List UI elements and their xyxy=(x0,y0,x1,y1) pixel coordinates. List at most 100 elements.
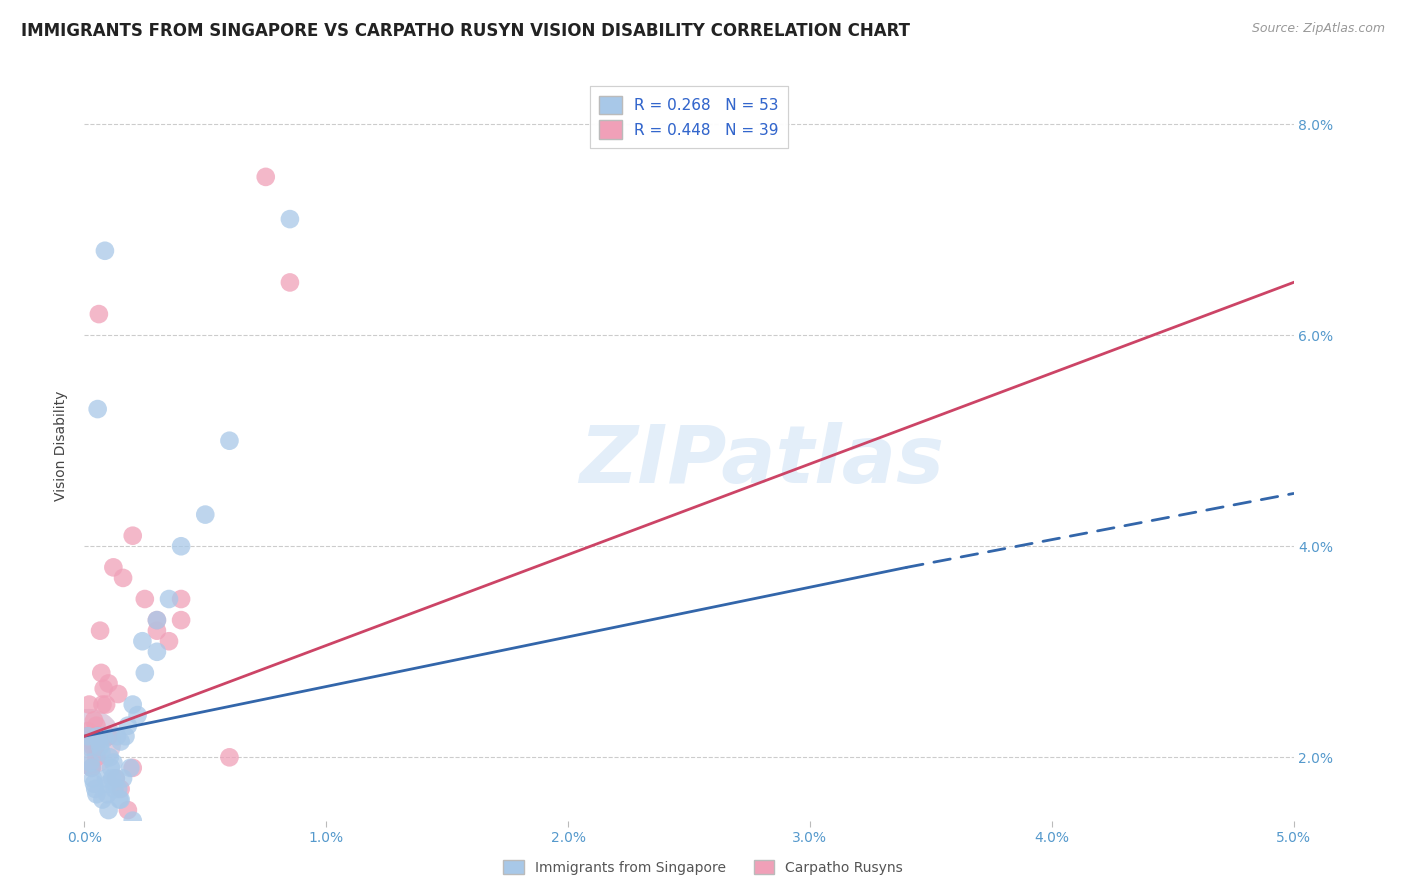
Point xyxy=(170,592,193,607)
Point xyxy=(86,729,108,743)
Point xyxy=(89,624,111,638)
Point xyxy=(97,729,120,743)
Point xyxy=(120,761,142,775)
Point xyxy=(218,434,240,448)
Point xyxy=(86,787,108,801)
Point xyxy=(82,739,104,754)
Point xyxy=(79,756,101,770)
Point xyxy=(77,729,100,743)
Point xyxy=(170,613,193,627)
Point xyxy=(90,665,112,680)
Point xyxy=(93,729,115,743)
Point xyxy=(117,719,139,733)
Point xyxy=(91,698,114,712)
Point xyxy=(76,729,98,743)
Point xyxy=(107,782,129,797)
Point xyxy=(278,276,301,290)
Point xyxy=(77,739,100,754)
Text: ZIPatlas: ZIPatlas xyxy=(579,422,943,500)
Point xyxy=(146,824,169,838)
Point xyxy=(87,307,110,321)
Point xyxy=(291,824,314,838)
Point xyxy=(134,592,156,607)
Text: Source: ZipAtlas.com: Source: ZipAtlas.com xyxy=(1251,22,1385,36)
Point xyxy=(97,676,120,690)
Point xyxy=(77,734,100,748)
Point xyxy=(157,634,180,648)
Point xyxy=(108,792,131,806)
Point xyxy=(82,772,104,786)
Point xyxy=(83,777,105,791)
Text: IMMIGRANTS FROM SINGAPORE VS CARPATHO RUSYN VISION DISABILITY CORRELATION CHART: IMMIGRANTS FROM SINGAPORE VS CARPATHO RU… xyxy=(21,22,910,40)
Point xyxy=(157,592,180,607)
Point xyxy=(84,739,107,754)
Point xyxy=(86,402,108,417)
Y-axis label: Vision Disability: Vision Disability xyxy=(55,391,69,501)
Point xyxy=(117,803,139,817)
Point xyxy=(77,734,100,748)
Point xyxy=(104,782,127,797)
Legend: Immigrants from Singapore, Carpatho Rusyns: Immigrants from Singapore, Carpatho Rusy… xyxy=(498,855,908,880)
Point xyxy=(131,634,153,648)
Point xyxy=(121,814,143,828)
Point xyxy=(77,729,100,743)
Point xyxy=(94,731,117,746)
Point xyxy=(77,723,100,738)
Point xyxy=(218,750,240,764)
Point xyxy=(110,782,132,797)
Point xyxy=(110,734,132,748)
Point xyxy=(170,824,193,838)
Point xyxy=(105,729,128,743)
Point xyxy=(77,698,100,712)
Point xyxy=(127,708,149,723)
Point xyxy=(110,792,132,806)
Point xyxy=(84,782,107,797)
Point xyxy=(121,529,143,543)
Point xyxy=(121,761,143,775)
Point xyxy=(86,719,108,733)
Point xyxy=(87,824,110,838)
Point xyxy=(104,772,127,786)
Point xyxy=(97,803,120,817)
Point xyxy=(94,698,117,712)
Point xyxy=(278,212,301,227)
Point xyxy=(146,613,169,627)
Point xyxy=(94,244,117,258)
Point xyxy=(97,777,120,791)
Point xyxy=(91,792,114,806)
Point xyxy=(104,772,127,786)
Point xyxy=(112,772,135,786)
Point xyxy=(103,756,125,770)
Point xyxy=(93,681,115,696)
Point xyxy=(87,729,110,743)
Point xyxy=(101,772,124,786)
Point xyxy=(79,729,101,743)
Point xyxy=(90,745,112,759)
Legend: R = 0.268   N = 53, R = 0.448   N = 39: R = 0.268 N = 53, R = 0.448 N = 39 xyxy=(591,87,787,148)
Point xyxy=(80,734,103,748)
Point xyxy=(96,787,118,801)
Point xyxy=(134,665,156,680)
Point xyxy=(170,539,193,553)
Point xyxy=(121,698,143,712)
Point xyxy=(87,734,110,748)
Point xyxy=(86,729,108,743)
Point xyxy=(100,761,122,775)
Point xyxy=(146,624,169,638)
Point xyxy=(103,560,125,574)
Point xyxy=(194,508,217,522)
Point xyxy=(146,613,169,627)
Point xyxy=(86,750,108,764)
Point xyxy=(89,739,111,754)
Point xyxy=(146,645,169,659)
Point xyxy=(80,761,103,775)
Point xyxy=(254,169,277,184)
Point xyxy=(94,772,117,786)
Point xyxy=(98,750,121,764)
Point xyxy=(112,571,135,585)
Point xyxy=(114,729,136,743)
Point xyxy=(83,714,105,728)
Point xyxy=(84,824,107,838)
Point xyxy=(107,687,129,701)
Point xyxy=(80,761,103,775)
